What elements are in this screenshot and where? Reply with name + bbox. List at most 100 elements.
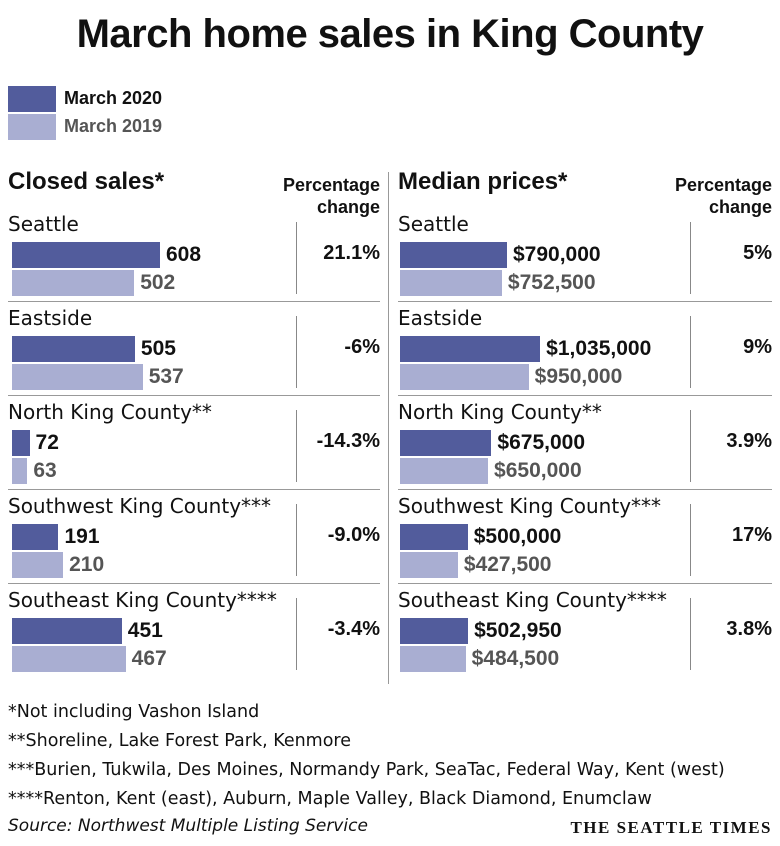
- pct-header-line-2: change: [316, 197, 380, 217]
- pct-divider: [296, 598, 297, 670]
- pct-change-value: -6%: [344, 336, 380, 358]
- row-divider: [8, 301, 380, 302]
- bar-march-2020: [12, 336, 135, 362]
- row-divider: [398, 301, 772, 302]
- bar-march-2019: [400, 458, 489, 484]
- pct-divider: [690, 222, 691, 294]
- pct-divider: [296, 504, 297, 576]
- region-label: North King County**: [398, 400, 602, 424]
- publisher-logo: THE SEATTLE TIMES: [570, 818, 772, 837]
- region-label: Seattle: [8, 212, 79, 236]
- pct-change-value: 17%: [731, 524, 772, 546]
- bar-march-2019: [400, 270, 502, 296]
- bar-march-2020: [12, 618, 122, 644]
- pct-divider: [690, 410, 691, 482]
- value-label-2019: 63: [33, 459, 57, 482]
- pct-header-line-2: change: [708, 197, 772, 217]
- region-label: North King County**: [8, 400, 212, 424]
- value-label-2020: 608: [166, 243, 202, 266]
- pct-header-line-1: Percentage: [282, 175, 380, 195]
- bar-march-2020: [12, 524, 59, 550]
- region-row: Seattle $790,000 $752,500 5%: [398, 212, 772, 306]
- pct-change-value: 9%: [743, 336, 772, 358]
- pct-change-value: 21.1%: [323, 242, 380, 264]
- pct-change-value: 5%: [743, 242, 772, 264]
- value-label-2020: $790,000: [513, 243, 601, 266]
- pct-header-line-1: Percentage: [674, 175, 772, 195]
- value-label-2019: $484,500: [471, 647, 560, 670]
- region-label: Eastside: [398, 306, 483, 330]
- region-row: Southeast King County**** $502,950 $484,50…: [398, 588, 772, 682]
- value-label-2020: 191: [64, 525, 100, 548]
- value-label-2020: $1,035,000: [546, 337, 652, 360]
- region-label: Seattle: [398, 212, 469, 236]
- pct-change-value: 3.8%: [726, 618, 772, 640]
- region-label: Southeast King County****: [8, 588, 277, 612]
- footnotes: *Not including Vashon Island **Shoreline…: [8, 698, 725, 814]
- bar-march-2019: [12, 552, 64, 578]
- legend-swatch-2020: [8, 86, 56, 112]
- region-row: Seattle 608 502 21.1%: [8, 212, 380, 306]
- bar-march-2020: [400, 618, 469, 644]
- footnote: **Shoreline, Lake Forest Park, Kenmore: [8, 731, 352, 751]
- value-label-2020: 505: [140, 337, 176, 360]
- legend-label-2019: March 2019: [64, 116, 163, 136]
- bar-march-2020: [400, 242, 507, 268]
- region-label: Eastside: [8, 306, 93, 330]
- region-row: North King County** 72 63 -14.3%: [8, 400, 380, 494]
- closed-sales-pct-header: Percentage change: [283, 174, 380, 218]
- bar-march-2019: [12, 458, 28, 484]
- pct-divider: [296, 410, 297, 482]
- value-label-2019: $427,500: [463, 553, 552, 576]
- bar-march-2020: [400, 524, 468, 550]
- region-label: Southeast King County****: [398, 588, 667, 612]
- pct-divider: [296, 316, 297, 388]
- value-label-2020: $500,000: [473, 525, 562, 548]
- row-divider: [398, 583, 772, 584]
- bar-march-2019: [400, 646, 466, 672]
- value-label-2019: 502: [140, 271, 176, 294]
- row-divider: [8, 583, 380, 584]
- center-divider: [388, 172, 389, 684]
- pct-divider: [690, 316, 691, 388]
- value-label-2019: 210: [69, 553, 105, 576]
- bar-march-2020: [12, 242, 160, 268]
- pct-change-value: -9.0%: [327, 524, 380, 546]
- closed-sales-title: Closed sales*: [8, 168, 165, 195]
- median-prices-title: Median prices*: [398, 168, 568, 195]
- pct-change-value: 3.9%: [726, 430, 772, 452]
- pct-divider: [690, 504, 691, 576]
- pct-divider: [690, 598, 691, 670]
- row-divider: [8, 395, 380, 396]
- value-label-2019: $752,500: [507, 271, 596, 294]
- row-divider: [8, 489, 380, 490]
- bar-march-2019: [400, 552, 458, 578]
- bar-march-2019: [12, 364, 143, 390]
- value-label-2020: 451: [127, 619, 163, 642]
- bar-march-2019: [12, 646, 126, 672]
- region-row: North King County** $675,000 $650,000 3.9%: [398, 400, 772, 494]
- row-divider: [398, 489, 772, 490]
- value-label-2019: $650,000: [494, 459, 582, 482]
- footnote: ***Burien, Tukwila, Des Moines, Normandy…: [8, 760, 725, 780]
- value-label-2020: $675,000: [497, 431, 586, 454]
- value-label-2020: 72: [35, 431, 59, 454]
- row-divider: [398, 395, 772, 396]
- region-row: Eastside 505 537 -6%: [8, 306, 380, 400]
- value-label-2020: $502,950: [474, 619, 562, 642]
- pct-change-value: -14.3%: [316, 430, 380, 452]
- region-row: Southwest King County*** 191 210 -9.0%: [8, 494, 380, 588]
- region-row: Eastside $1,035,000 $950,000 9%: [398, 306, 772, 400]
- region-row: Southeast King County**** 451 467 -3.4%: [8, 588, 380, 682]
- source-note: Source: Northwest Multiple Listing Servi…: [8, 816, 368, 836]
- pct-change-value: -3.4%: [327, 618, 380, 640]
- value-label-2019: $950,000: [534, 365, 623, 388]
- footnote: *Not including Vashon Island: [8, 702, 260, 722]
- bar-march-2019: [400, 364, 529, 390]
- bar-march-2020: [12, 430, 30, 456]
- legend-label-2020: March 2020: [64, 88, 163, 108]
- bar-march-2020: [400, 430, 492, 456]
- value-label-2019: 537: [148, 365, 184, 388]
- median-prices-pct-header: Percentage change: [675, 174, 772, 218]
- value-label-2019: 467: [131, 647, 167, 670]
